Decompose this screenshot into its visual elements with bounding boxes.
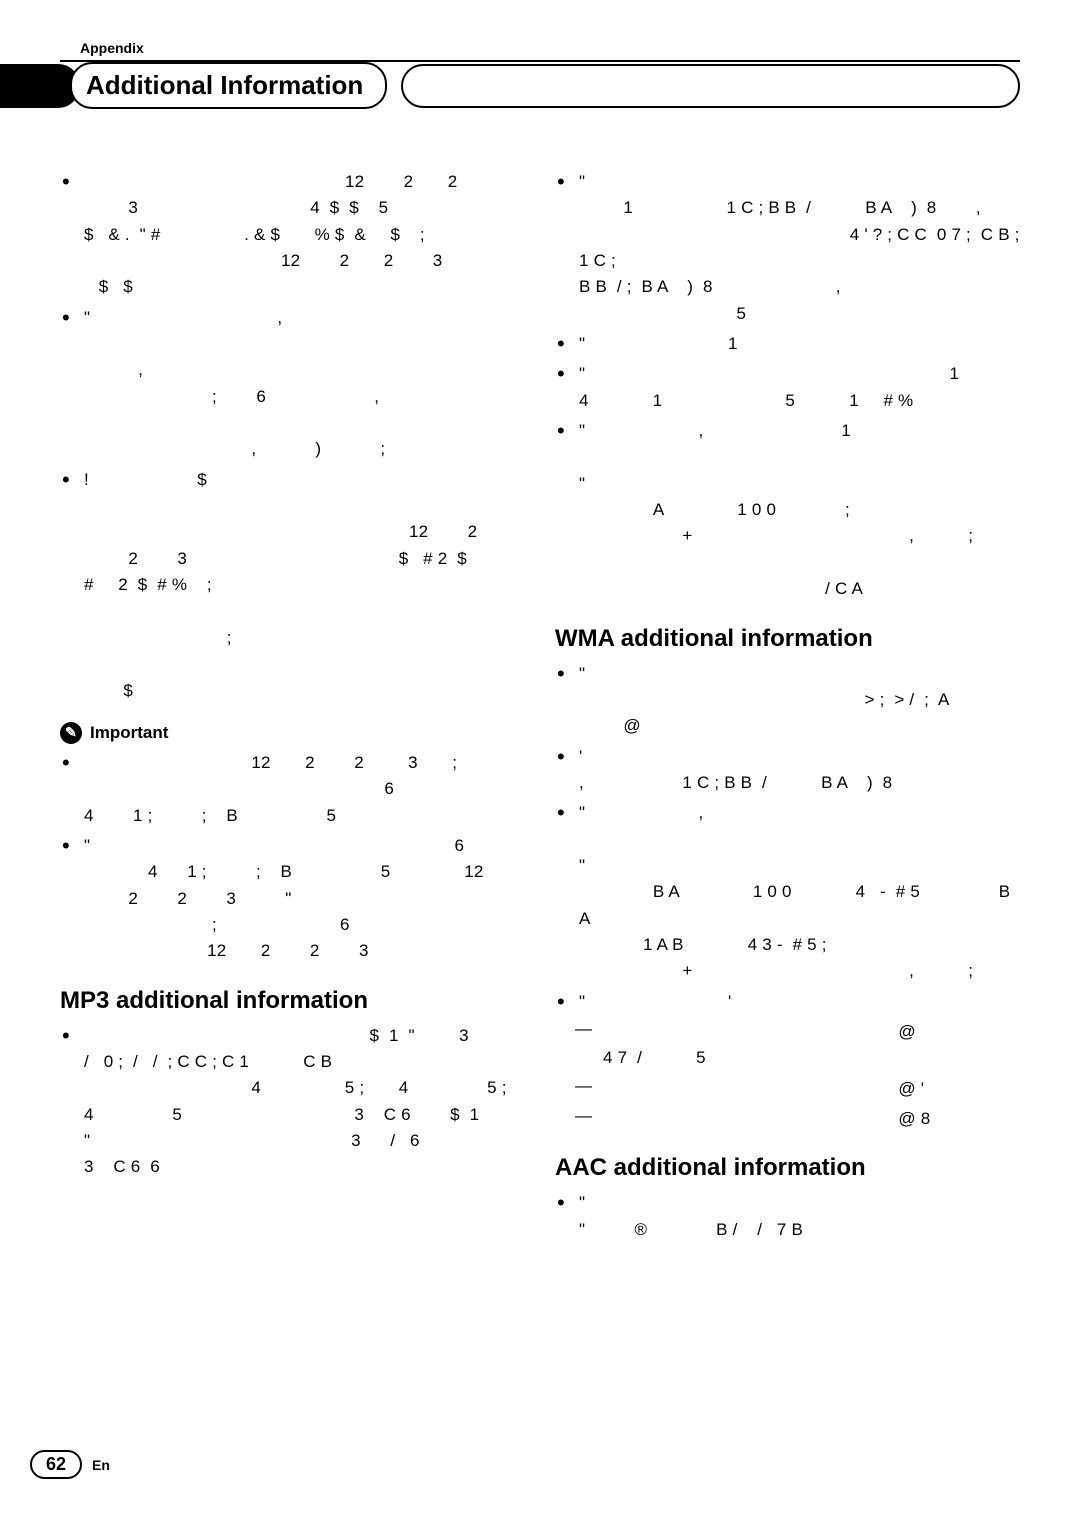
right-bullet-1: " 1 1 C ; B B / B A ) 8 , 4 ' ? ; C C 0 …	[579, 169, 1020, 327]
wma-bullet-1: " > ; > / ; A @	[579, 661, 1020, 740]
left-bullet-1: 12 2 2 3 4 $ $ 5 $ & . " # . & $ % $ & $…	[84, 169, 525, 301]
text-fragment: " , , ; 6 , , ) ;	[84, 308, 385, 459]
right-list-1: " 1 1 C ; B B / B A ) 8 , 4 ' ? ; C C 0 …	[555, 169, 1020, 603]
left-bullet-3: ! $ 12 2 2 3 $ # 2 $ # 2 $ # % ;	[84, 467, 525, 704]
aac-bullet-1: " " ® B / / 7 B	[579, 1190, 1020, 1243]
left-list-1: 12 2 2 3 4 $ $ 5 $ & . " # . & $ % $ & $…	[60, 169, 525, 704]
wma-dash-3: @ 8	[603, 1106, 1020, 1132]
text-fragment: $ 1 " 3 / 0 ; / / ; C C ; C 1 C B 4 5 ; …	[84, 1026, 507, 1177]
text-fragment: 12 2 2 3 ; 6 4 1 ; ; B 5	[84, 753, 457, 825]
footer: 62 En	[30, 1450, 110, 1479]
right-column: " 1 1 C ; B B / B A ) 8 , 4 ' ? ; C C 0 …	[555, 169, 1020, 1247]
right-bullet-2: " 1	[579, 331, 1020, 357]
important-bullet-1: 12 2 2 3 ; 6 4 1 ; ; B 5	[84, 750, 525, 829]
important-icon: ✎	[60, 722, 82, 744]
wma-list: " > ; > / ; A @ ' , 1 C ; B B / B A ) 8 …	[555, 661, 1020, 1015]
right-bullet-3: " 1 4 1 5 1 # %	[579, 361, 1020, 414]
page-number: 62	[30, 1450, 82, 1479]
wma-bullet-2: ' , 1 C ; B B / B A ) 8	[579, 744, 1020, 797]
text-fragment: " 1 4 1 5 1 # %	[579, 364, 959, 409]
text-fragment: " , 1 " A 1 0 0 ; + , ;	[579, 421, 973, 598]
wma-dash-list: @ 4 7 / 5 @ ' @ 8	[555, 1019, 1020, 1132]
important-bullet-2: " 6 4 1 ; ; B 5 12 2 2 3 "	[84, 833, 525, 965]
text-fragment: 12 2 2 3 $ $	[84, 251, 442, 296]
wma-bullet-4: " '	[579, 989, 1020, 1015]
text-fragment: ' , 1 C ; B B / B A ) 8	[579, 747, 892, 792]
text-fragment: " , " B A 1 0 0 4 - # 5 B A 1 A B 4 3 - …	[579, 803, 1014, 980]
text-fragment: @ '	[603, 1079, 924, 1098]
header-tab	[0, 64, 80, 108]
text-fragment: " 1 1 C ; B B / B A ) 8 , 4 ' ? ; C C 0 …	[579, 172, 1025, 323]
appendix-label: Appendix	[80, 40, 1020, 56]
important-callout: ✎ Important	[60, 722, 525, 744]
text-fragment: " 1	[579, 334, 738, 353]
header-empty-pill	[401, 64, 1020, 108]
aac-list: " " ® B / / 7 B	[555, 1190, 1020, 1243]
text-fragment: ! $ 12 2 2 3 $ # 2 $ # 2 $ # % ;	[84, 470, 477, 700]
mp3-heading: MP3 additional information	[60, 987, 525, 1015]
left-column: 12 2 2 3 4 $ $ 5 $ & . " # . & $ % $ & $…	[60, 169, 525, 1247]
text-fragment: 12 2 2 3 4 $ $ 5 $ & . " # . & $ % $ & $…	[84, 172, 457, 244]
wma-dash-2: @ '	[603, 1076, 1020, 1102]
text-fragment: @ 8	[603, 1109, 930, 1128]
wma-dash-1: @ 4 7 / 5	[603, 1019, 1020, 1072]
language-label: En	[92, 1457, 110, 1473]
wma-heading: WMA additional information	[555, 625, 1020, 653]
mp3-bullet-1: $ 1 " 3 / 0 ; / / ; C C ; C 1 C B 4 5 ; …	[84, 1023, 525, 1181]
wma-bullet-3: " , " B A 1 0 0 4 - # 5 B A 1 A B 4 3 - …	[579, 800, 1020, 984]
text-fragment: " '	[579, 992, 731, 1011]
text-fragment: " " ® B / / 7 B	[579, 1193, 803, 1238]
page-title: Additional Information	[70, 62, 387, 109]
text-fragment: " > ; > / ; A @	[579, 664, 950, 736]
important-label: Important	[90, 723, 168, 743]
content-columns: 12 2 2 3 4 $ $ 5 $ & . " # . & $ % $ & $…	[60, 169, 1020, 1247]
left-bullet-2: " , , ; 6 , , ) ;	[84, 305, 525, 463]
text-fragment: @ 4 7 / 5	[603, 1022, 916, 1067]
right-bullet-4: " , 1 " A 1 0 0 ; + , ;	[579, 418, 1020, 602]
header-row: Additional Information	[60, 62, 1020, 109]
important-list: 12 2 2 3 ; 6 4 1 ; ; B 5 "	[60, 750, 525, 965]
text-fragment: " 6 4 1 ; ; B 5 12 2 2 3 "	[84, 836, 484, 960]
aac-heading: AAC additional information	[555, 1154, 1020, 1182]
mp3-list: $ 1 " 3 / 0 ; / / ; C C ; C 1 C B 4 5 ; …	[60, 1023, 525, 1181]
